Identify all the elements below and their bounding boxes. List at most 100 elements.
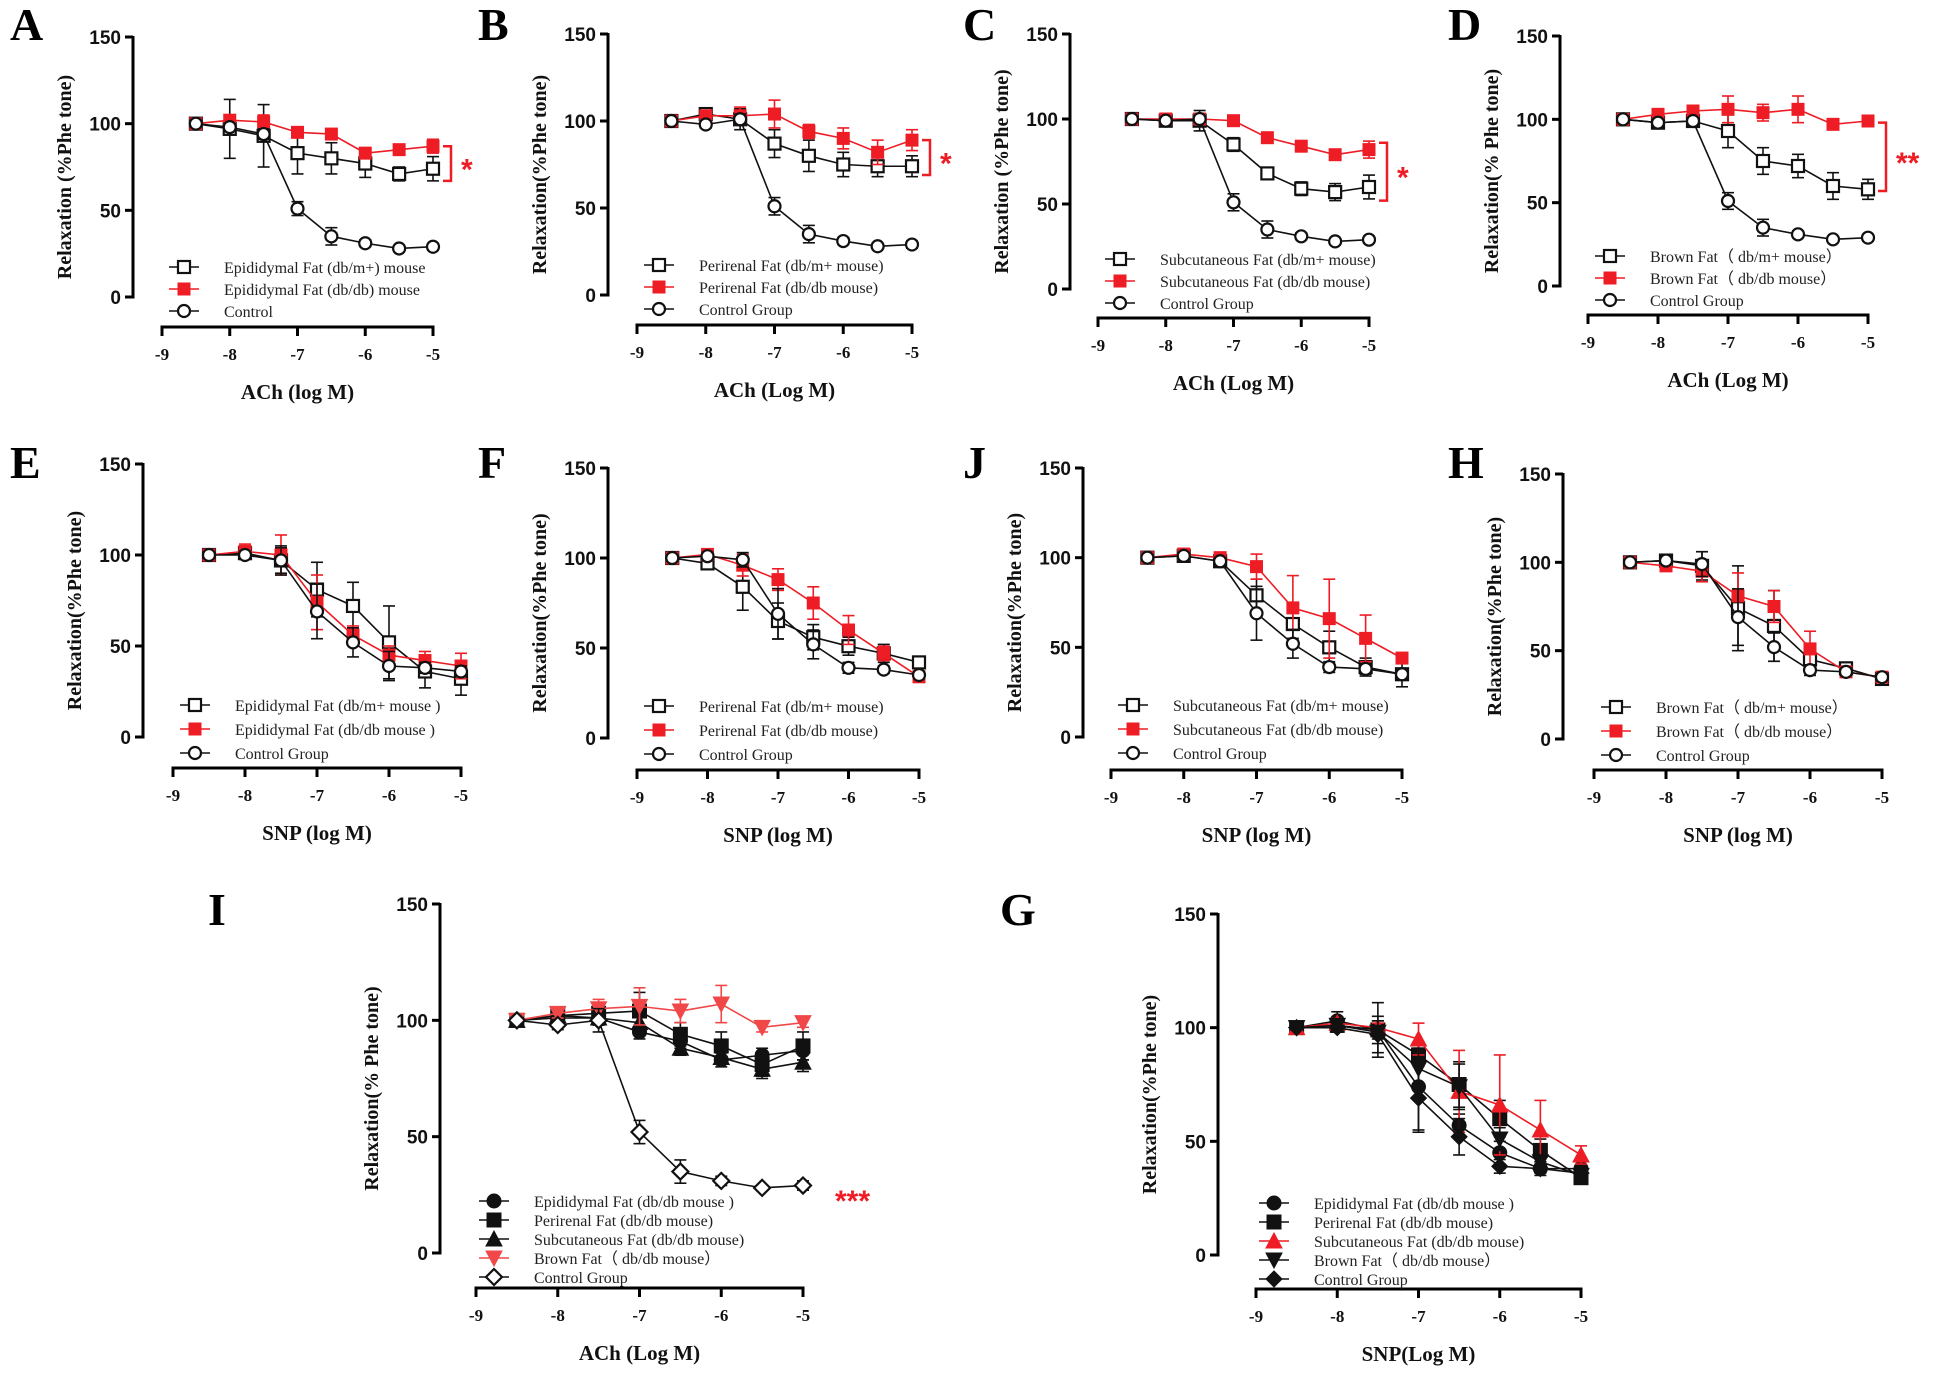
series-3 [201,545,469,682]
filled-square-marker [358,146,372,160]
open-circle-marker [1766,640,1782,655]
filled-diamond-marker [1328,1018,1346,1037]
x-tick-label: -5 [1395,788,1409,807]
open-circle-marker [1112,295,1128,311]
series-5 [507,1007,813,1198]
y-tick-label: 150 [1519,465,1551,486]
significance-label: ** [1896,147,1920,180]
open-circle-marker [1658,553,1674,568]
y-tick-label: 100 [1174,1019,1206,1040]
legend-label: Subcutaneous Fat (db/db mouse) [1160,274,1370,291]
filled-square-marker [1126,722,1140,736]
y-tick-label: 0 [120,728,131,749]
open-circle-marker [1860,230,1876,245]
open-circle-marker [1694,556,1710,572]
open-circle-marker [237,547,253,563]
panel-g: G 0 50 100 150 Relaxation(%Phe tone) -9 -8 -7 -6 -… [1000,884,1590,1366]
open-circle-marker [392,241,407,256]
y-tick-label: 150 [1516,27,1548,48]
y-tick-label: 50 [575,199,596,220]
open-circle-marker [770,606,786,621]
y-tick-label: 150 [1174,905,1206,926]
x-tick-label: -5 [1875,788,1889,807]
x-axis-title: SNP (log M) [723,823,833,847]
series-5 [1287,1015,1590,1182]
y-tick-label: 0 [1195,1246,1206,1267]
open-square-marker [1860,182,1876,197]
filled-square-marker [1861,114,1875,128]
open-diamond-marker [711,1171,731,1191]
legend-label: Control Group [235,746,329,763]
y-tick-label: 0 [1047,280,1058,301]
open-square-marker [425,161,441,176]
legend-label: Control Group [1173,746,1267,763]
filled-square-marker [1227,114,1240,128]
open-circle-marker [324,229,339,244]
x-tick-label: -6 [1493,1307,1507,1326]
y-axis-title: Relaxation(%Phe tone) [1004,513,1026,712]
y-tick-label: 50 [1185,1132,1206,1153]
x-tick-label: -7 [1731,788,1746,807]
x-axis-title: SNP(Log M) [1362,1342,1476,1366]
x-tick-label: -8 [238,786,252,805]
panel-letter: F [478,437,506,488]
x-axis-title: ACh (Log M) [1667,368,1788,392]
panel-c: C 0 50 100 150 Relaxation (%Phe tone) -9 -8 -7 -6… [963,0,1409,395]
filled-square-marker [1603,271,1617,285]
x-tick-label: -7 [771,788,786,807]
open-circle-marker [1838,664,1854,679]
open-circle-marker [1226,195,1241,210]
filled-diamond-marker [1265,1270,1283,1288]
series-3 [1615,112,1876,247]
open-square-marker [735,579,750,594]
open-circle-marker [698,117,713,132]
series-2 [664,99,919,166]
filled-square-marker [877,646,891,660]
legend-label: Subcutaneous Fat (db/db mouse) [534,1232,744,1249]
x-tick-label: -6 [1294,336,1308,355]
series-line [1629,561,1883,678]
filled-square-marker [177,282,191,296]
filled-square-marker [802,124,816,138]
open-circle-marker [1720,193,1736,209]
open-circle-marker [1608,747,1624,763]
panel-letter: H [1448,437,1484,488]
panel-d: D 0 50 100 150 Relaxation(% Phe tone) -9 -8 -7 -6… [1448,0,1920,392]
y-tick-label: 150 [99,455,131,476]
legend-label: Epididymal Fat (db/m+) mouse [224,260,425,277]
significance-bracket [443,144,453,183]
x-axis-title: ACh (log M) [241,380,354,404]
filled-diamond-marker [1409,1089,1428,1107]
series-line [209,554,462,673]
open-circle-marker [1825,232,1841,247]
x-tick-label: -7 [632,1306,647,1325]
open-circle-marker [651,746,667,762]
legend-label: Control [224,304,273,321]
x-axis-title: SNP (log M) [262,821,372,845]
open-diamond-marker [548,1015,568,1035]
legend-label: Control Group [699,302,793,319]
filled-square-marker [771,573,785,587]
y-axis-title: Relaxation(%Phe tone) [529,75,551,274]
legend-label: Subcutaneous Fat (db/m+ mouse) [1173,698,1389,715]
y-tick-label: 100 [564,549,596,570]
open-diamond-marker [507,1010,527,1030]
open-circle-marker [273,553,289,568]
y-tick-label: 150 [89,28,121,49]
y-tick-label: 150 [564,25,596,46]
open-circle-marker [1361,232,1377,247]
filled-triangle-marker [1265,1231,1283,1249]
y-tick-label: 50 [407,1128,428,1149]
x-tick-label: -6 [358,345,372,364]
x-tick-label: -5 [1574,1307,1588,1326]
filled-diamond-marker [1491,1157,1509,1176]
panel-letter: I [208,884,226,935]
series-3 [188,116,441,256]
x-tick-label: -9 [1104,788,1118,807]
y-tick-label: 50 [1530,642,1551,663]
panel-letter: A [10,0,43,50]
x-tick-label: -8 [551,1306,565,1325]
x-tick-label: -8 [1330,1307,1344,1326]
filled-triangle-marker [794,1053,812,1070]
legend-label: Epididymal Fat (db/m+ mouse ) [235,698,440,715]
